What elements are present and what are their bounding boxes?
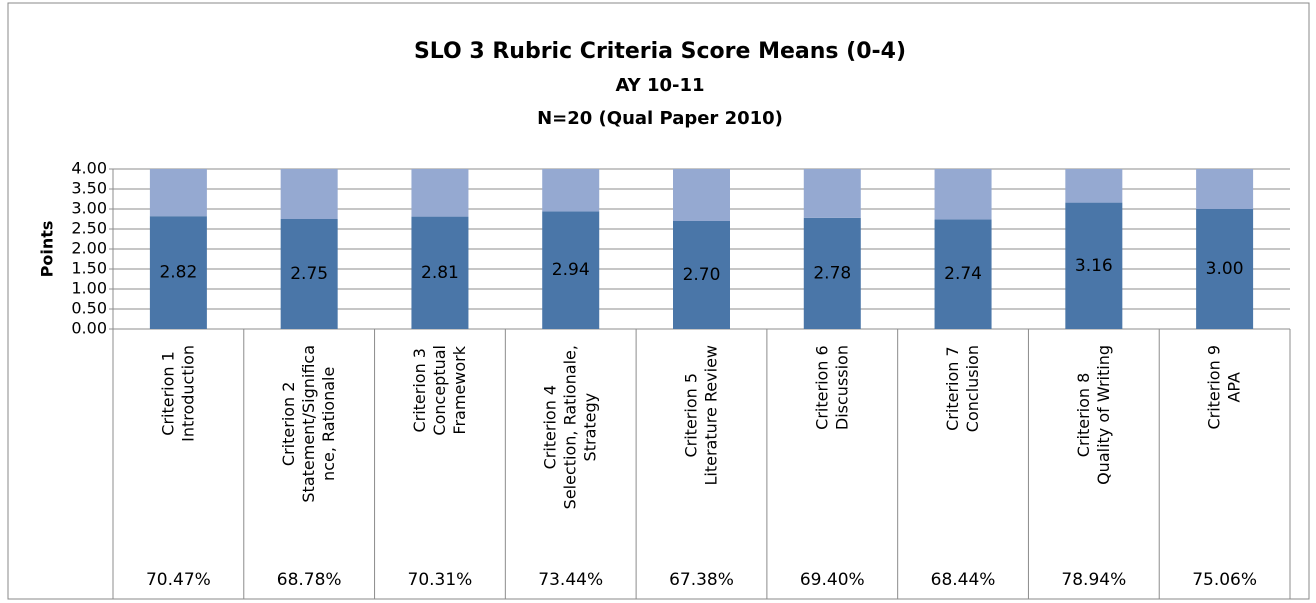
chart-subtitle: N=20 (Qual Paper 2010) (537, 108, 783, 129)
bar (934, 169, 992, 220)
x-tick-label: Criterion 8Quality of Writing (1073, 345, 1112, 485)
data-label: 3.00 (1206, 259, 1244, 279)
table-cell: 78.94% (1061, 570, 1126, 590)
chart-title: SLO 3 Rubric Criteria Score Means (0-4) (414, 39, 906, 64)
bar (1196, 169, 1254, 209)
x-tick-label: Criterion 6Discussion (812, 345, 851, 430)
x-tick-label: Criterion 1Introduction (158, 345, 197, 442)
bar (411, 169, 469, 217)
data-label: 2.82 (159, 263, 197, 283)
table-cell: 67.38% (669, 570, 734, 590)
bar (280, 219, 338, 329)
bar (411, 216, 469, 329)
x-tick-label: Criterion 3ConceptualFramework (409, 345, 468, 436)
x-tick-label: Criterion 9APA (1204, 345, 1243, 430)
data-label: 3.16 (1075, 256, 1113, 276)
bar (934, 219, 992, 329)
y-tick-label: 0.50 (71, 299, 107, 318)
x-tick-label: Criterion 4Selection, Rationale,Strategy (540, 345, 599, 509)
data-label: 2.94 (552, 260, 590, 280)
bar (1196, 209, 1254, 329)
table-cell: 70.47% (146, 570, 211, 590)
bar (1065, 169, 1123, 203)
bar (1065, 202, 1123, 329)
bar (673, 221, 730, 329)
bar (542, 211, 600, 329)
bar (280, 169, 338, 219)
data-label: 2.81 (421, 263, 459, 283)
y-tick-label: 1.00 (71, 279, 107, 298)
table-cell: 73.44% (538, 570, 603, 590)
y-tick-label: 3.50 (71, 179, 107, 198)
y-tick-label: 3.00 (71, 199, 107, 218)
bar (149, 216, 207, 329)
chart-subtitle: AY 10-11 (615, 75, 704, 96)
bar (803, 169, 861, 218)
table-cell: 70.31% (408, 570, 473, 590)
y-tick-label: 2.50 (71, 219, 107, 238)
x-tick-label: Criterion 7Conclusion (943, 345, 982, 432)
y-tick-label: 0.00 (71, 319, 107, 338)
table-cell: 68.44% (931, 570, 996, 590)
x-tick-label: Criterion 2Statement/Significance, Ratio… (279, 345, 338, 503)
bar (673, 169, 730, 221)
y-tick-label: 1.50 (71, 259, 107, 278)
bar (803, 217, 861, 329)
table-cell: 75.06% (1192, 570, 1257, 590)
data-label: 2.70 (683, 265, 721, 285)
data-label: 2.78 (813, 263, 851, 283)
y-tick-label: 2.00 (71, 239, 107, 258)
y-axis-label: Points (38, 221, 57, 278)
y-tick-label: 4.00 (71, 159, 107, 178)
table-cell: 69.40% (800, 570, 865, 590)
table-cell: 68.78% (277, 570, 342, 590)
bar (542, 169, 600, 212)
x-tick-label: Criterion 5Literature Review (681, 345, 720, 486)
data-label: 2.74 (944, 264, 982, 284)
data-label: 2.75 (290, 264, 328, 284)
bar (149, 169, 207, 217)
